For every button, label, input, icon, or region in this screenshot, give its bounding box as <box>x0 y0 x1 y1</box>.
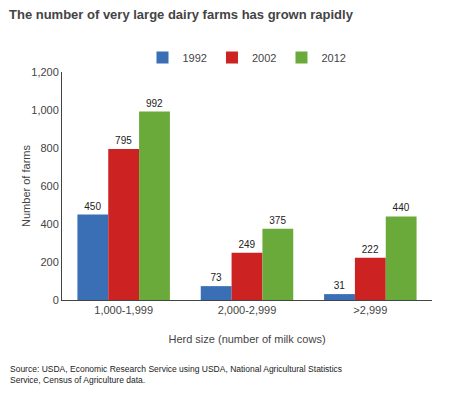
svg-text:1,000-1,999: 1,000-1,999 <box>94 304 153 316</box>
svg-text:Source: USDA, Economic Researc: Source: USDA, Economic Research Service … <box>10 364 342 385</box>
svg-text:992: 992 <box>146 98 163 109</box>
svg-text:>2,999: >2,999 <box>353 304 387 316</box>
svg-text:450: 450 <box>84 201 101 212</box>
svg-text:400: 400 <box>40 218 58 230</box>
svg-text:0: 0 <box>53 294 59 306</box>
svg-text:1992: 1992 <box>183 52 207 64</box>
svg-text:800: 800 <box>40 142 58 154</box>
svg-text:249: 249 <box>238 239 255 250</box>
svg-text:Herd size (number of milk cows: Herd size (number of milk cows) <box>168 333 325 345</box>
svg-text:200: 200 <box>40 256 58 268</box>
svg-text:1,200: 1,200 <box>31 66 59 78</box>
svg-text:2012: 2012 <box>321 52 345 64</box>
svg-text:1,000: 1,000 <box>31 104 59 116</box>
svg-text:440: 440 <box>393 202 410 213</box>
svg-text:73: 73 <box>210 272 222 283</box>
svg-text:600: 600 <box>40 180 58 192</box>
svg-text:31: 31 <box>334 280 346 291</box>
svg-text:2,000-2,999: 2,000-2,999 <box>218 304 277 316</box>
svg-text:The number of very large dairy: The number of very large dairy farms has… <box>9 7 354 22</box>
svg-text:Number of farms: Number of farms <box>20 145 32 227</box>
svg-text:375: 375 <box>269 215 286 226</box>
svg-text:222: 222 <box>362 244 379 255</box>
svg-text:795: 795 <box>115 135 132 146</box>
svg-text:2002: 2002 <box>252 52 276 64</box>
